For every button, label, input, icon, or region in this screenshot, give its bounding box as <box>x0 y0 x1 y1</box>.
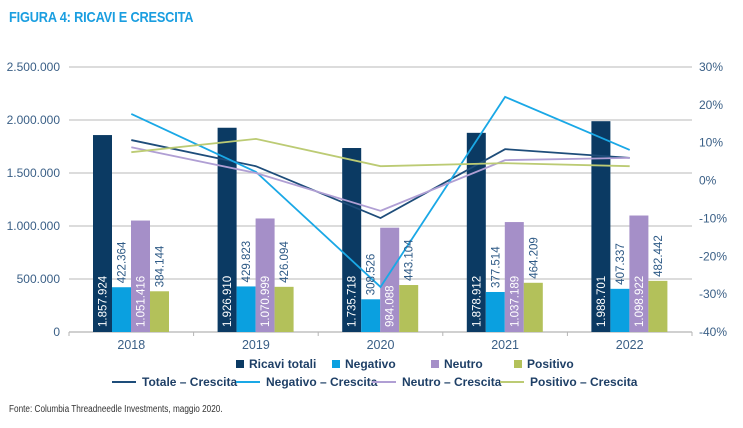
data-label-ricavi_totali: 1.926.910 <box>222 276 234 327</box>
bar-negativo <box>236 286 256 332</box>
legend-swatch-ricavi_totali <box>236 360 244 368</box>
x-axis: 2018 2019 2020 2021 2022 <box>68 331 693 352</box>
bar-labels: 1.857.924 1.926.910 1.735.718 1.878.912 1.98… <box>98 235 665 327</box>
x-tick-label: 2018 <box>117 338 145 352</box>
bar-ricavi_totali <box>591 121 611 332</box>
data-label-neutro: 984.088 <box>385 285 397 327</box>
bar-ricavi_totali <box>93 135 112 332</box>
figure-title: FIGURA 4: RICAVI E CRESCITA <box>9 9 194 26</box>
y2-tick-label: 10% <box>699 136 723 150</box>
legend-label-negativo: Negativo <box>345 357 396 371</box>
y2-tick-label: -10% <box>699 211 727 225</box>
data-label-ricavi_totali: 1.878.912 <box>471 276 483 327</box>
y2-tick-label: -20% <box>699 249 727 263</box>
lines <box>130 95 631 289</box>
y2-tick-label: 0% <box>699 174 717 188</box>
y-tick-label: 2.000.000 <box>7 113 61 127</box>
data-label-ricavi_totali: 1.988.701 <box>596 276 608 327</box>
data-label-negativo: 377.514 <box>490 246 502 288</box>
legend: Ricavi totali Negativo Neutro Positivo Total… <box>112 357 638 389</box>
bar-positivo <box>274 286 294 332</box>
bar-ricavi_totali <box>217 127 237 332</box>
data-label-ricavi_totali: 1.735.718 <box>347 276 359 327</box>
legend-label-positivo: Positivo <box>527 357 574 371</box>
data-label-positivo: 464.209 <box>528 237 540 279</box>
data-label-ricavi_totali: 1.857.924 <box>98 275 110 327</box>
data-label-positivo: 384.144 <box>155 245 167 287</box>
line-neutro_crescita <box>131 146 630 212</box>
legend-label-positivo_crescita: Positivo – Crescita <box>530 375 638 389</box>
legend-label-neutro_crescita: Neutro – Crescita <box>402 375 502 389</box>
line-positivo_crescita <box>131 138 630 168</box>
x-tick-label: 2021 <box>491 338 519 352</box>
legend-swatch-positivo <box>514 360 522 368</box>
data-label-positivo: 443.104 <box>404 239 416 281</box>
data-label-negativo: 308.526 <box>366 254 378 296</box>
data-label-positivo: 426.094 <box>279 241 291 283</box>
bar-ricavi_totali <box>342 148 362 332</box>
legend-label-ricavi_totali: Ricavi totali <box>249 357 316 371</box>
x-tick-label: 2022 <box>616 338 644 352</box>
bar-neutro <box>255 218 275 332</box>
source-note: Fonte: Columbia Threadneedle Investments… <box>9 404 223 415</box>
data-label-neutro: 1.051.416 <box>136 276 148 327</box>
y2-tick-label: -40% <box>699 325 727 339</box>
bar-neutro <box>131 220 150 332</box>
bar-neutro <box>629 215 649 332</box>
y-axis-left: 0 500.000 1.000.000 1.500.000 2.000.000 2.500… <box>7 60 61 339</box>
y2-tick-label: 20% <box>699 98 723 112</box>
bar-positivo <box>648 280 668 332</box>
bar-negativo <box>485 291 505 332</box>
data-label-neutro: 1.070.999 <box>260 276 272 327</box>
bar-neutro <box>380 227 400 332</box>
bar-negativo <box>112 287 131 332</box>
line-totale_crescita <box>131 139 630 220</box>
data-label-negativo: 407.337 <box>615 243 627 285</box>
bar-neutro <box>504 222 524 332</box>
y-tick-label: 500.000 <box>17 272 61 286</box>
data-label-negativo: 429.823 <box>241 241 253 283</box>
y-tick-label: 1.000.000 <box>7 219 61 233</box>
legend-swatch-negativo <box>332 360 340 368</box>
legend-label-totale_crescita: Totale – Crescita <box>142 375 237 389</box>
data-label-positivo: 482.442 <box>653 235 665 277</box>
data-label-negativo: 422.364 <box>117 241 129 283</box>
y2-tick-label: 30% <box>699 60 723 74</box>
y-tick-label: 2.500.000 <box>7 60 61 74</box>
bar-positivo <box>523 282 543 332</box>
legend-label-neutro: Neutro <box>444 357 483 371</box>
bar-negativo <box>610 288 630 332</box>
line-negativo_crescita <box>130 95 631 289</box>
bar-positivo <box>399 285 419 332</box>
bar-positivo <box>150 291 169 332</box>
y2-tick-label: -30% <box>699 287 727 301</box>
legend-label-negativo_crescita: Negativo – Crescita <box>266 375 378 389</box>
data-label-neutro: 1.098.922 <box>634 276 646 327</box>
bar-negativo <box>361 299 381 332</box>
x-tick-label: 2020 <box>367 338 395 352</box>
bars <box>93 121 668 332</box>
bar-ricavi_totali <box>466 132 486 332</box>
y-tick-label: 0 <box>53 325 60 339</box>
y-axis-right: -40% -30% -20% -10% 0% 10% 20% 30% <box>699 60 727 339</box>
legend-swatch-neutro <box>431 360 439 368</box>
data-label-neutro: 1.037.189 <box>509 276 521 327</box>
x-tick-label: 2019 <box>242 338 270 352</box>
y-tick-label: 1.500.000 <box>7 166 61 180</box>
